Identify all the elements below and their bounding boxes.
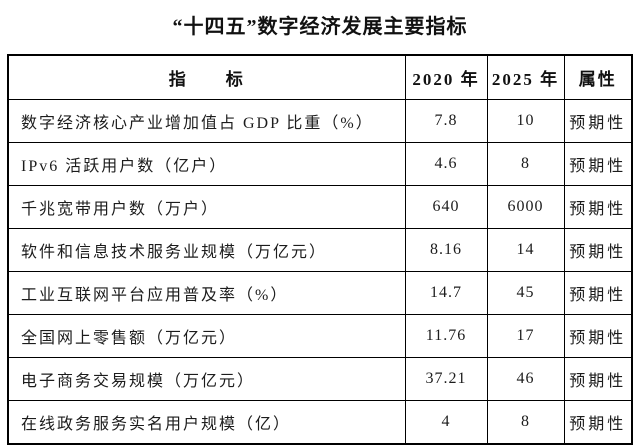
table-row: 数字经济核心产业增加值占 GDP 比重（%） 7.8 10 预期性 bbox=[7, 99, 633, 143]
value-2020-cell: 14.7 bbox=[404, 271, 488, 315]
attribute-cell: 预期性 bbox=[563, 357, 633, 401]
value-2020-cell: 7.8 bbox=[404, 99, 488, 143]
value-2020-cell: 640 bbox=[404, 185, 488, 229]
value-2025-cell: 10 bbox=[486, 99, 565, 143]
value-2025-cell: 46 bbox=[486, 357, 565, 401]
table-row: 千兆宽带用户数（万户） 640 6000 预期性 bbox=[7, 185, 633, 229]
header-cell-2020: 2020 年 bbox=[404, 54, 488, 100]
indicator-cell: 千兆宽带用户数（万户） bbox=[7, 185, 406, 229]
attribute-cell: 预期性 bbox=[563, 400, 633, 445]
value-2020-cell: 8.16 bbox=[404, 228, 488, 272]
indicator-cell: 电子商务交易规模（万亿元） bbox=[7, 357, 406, 401]
value-2020-cell: 37.21 bbox=[404, 357, 488, 401]
attribute-cell: 预期性 bbox=[563, 228, 633, 272]
value-2025-cell: 8 bbox=[486, 142, 565, 186]
value-2025-cell: 6000 bbox=[486, 185, 565, 229]
table-row: 软件和信息技术服务业规模（万亿元） 8.16 14 预期性 bbox=[7, 228, 633, 272]
indicator-cell: 数字经济核心产业增加值占 GDP 比重（%） bbox=[7, 99, 406, 143]
table-row: 全国网上零售额（万亿元） 11.76 17 预期性 bbox=[7, 314, 633, 358]
indicator-cell: 工业互联网平台应用普及率（%） bbox=[7, 271, 406, 315]
indicator-cell: IPv6 活跃用户数（亿户） bbox=[7, 142, 406, 186]
attribute-cell: 预期性 bbox=[563, 314, 633, 358]
value-2020-cell: 4.6 bbox=[404, 142, 488, 186]
value-2025-cell: 8 bbox=[486, 400, 565, 445]
page-title: “十四五”数字经济发展主要指标 bbox=[172, 16, 468, 38]
table-row: 工业互联网平台应用普及率（%） 14.7 45 预期性 bbox=[7, 271, 633, 315]
attribute-cell: 预期性 bbox=[563, 142, 633, 186]
header-cell-attribute: 属性 bbox=[563, 54, 633, 100]
value-2020-cell: 11.76 bbox=[404, 314, 488, 358]
table-row: 电子商务交易规模（万亿元） 37.21 46 预期性 bbox=[7, 357, 633, 401]
indicator-cell: 软件和信息技术服务业规模（万亿元） bbox=[7, 228, 406, 272]
value-2020-cell: 4 bbox=[404, 400, 488, 445]
table-header-row: 指 标 2020 年 2025 年 属性 bbox=[7, 54, 633, 100]
attribute-cell: 预期性 bbox=[563, 99, 633, 143]
header-cell-indicator: 指 标 bbox=[7, 54, 406, 100]
indicator-cell: 在线政务服务实名用户规模（亿） bbox=[7, 400, 406, 445]
value-2025-cell: 17 bbox=[486, 314, 565, 358]
table-row: 在线政务服务实名用户规模（亿） 4 8 预期性 bbox=[7, 400, 633, 445]
value-2025-cell: 45 bbox=[486, 271, 565, 315]
attribute-cell: 预期性 bbox=[563, 185, 633, 229]
indicators-table: 指 标 2020 年 2025 年 属性 数字经济核心产业增加值占 GDP 比重… bbox=[7, 54, 633, 445]
indicator-cell: 全国网上零售额（万亿元） bbox=[7, 314, 406, 358]
table-row: IPv6 活跃用户数（亿户） 4.6 8 预期性 bbox=[7, 142, 633, 186]
value-2025-cell: 14 bbox=[486, 228, 565, 272]
attribute-cell: 预期性 bbox=[563, 271, 633, 315]
header-cell-2025: 2025 年 bbox=[486, 54, 565, 100]
